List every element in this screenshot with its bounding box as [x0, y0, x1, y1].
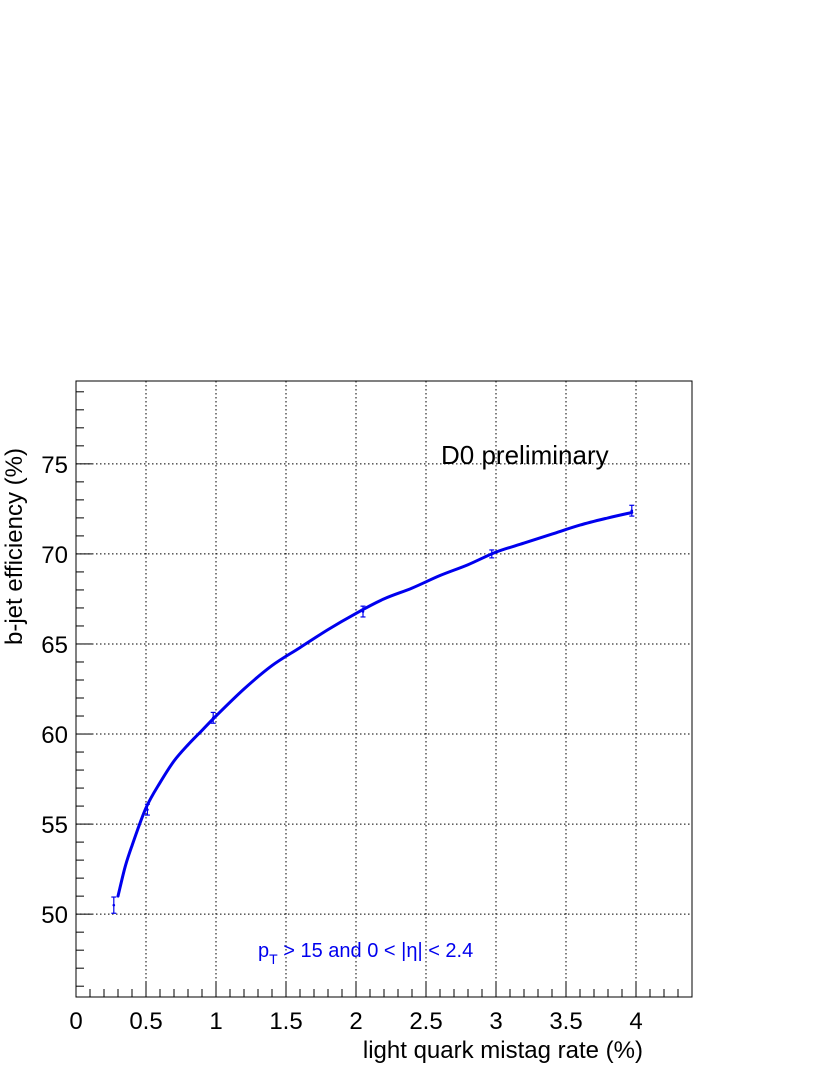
y-tick-label: 65 — [41, 632, 68, 659]
grid — [76, 381, 692, 997]
annotation-d0-preliminary: D0 preliminary — [441, 440, 609, 470]
data-marker — [361, 610, 365, 613]
cut-label: pT > 15 and 0 < |η| < 2.4 — [258, 940, 473, 967]
y-tick-labels: 50 55 60 65 70 75 — [41, 452, 68, 929]
data-point — [111, 896, 117, 914]
data-marker — [630, 509, 634, 512]
cut-label-p: p — [258, 940, 269, 962]
x-tick-label: 2 — [349, 1008, 362, 1035]
x-tick-label: 3.5 — [549, 1008, 582, 1035]
x-tick-label: 2.5 — [409, 1008, 442, 1035]
y-tick-label: 60 — [41, 722, 68, 749]
plot-frame — [75, 380, 693, 998]
y-tick-label: 50 — [41, 902, 68, 929]
x-tick-labels: 0 0.5 1 1.5 2 2.5 3 3.5 4 — [69, 1008, 642, 1035]
y-axis-title: b-jet efficiency (%) — [1, 448, 28, 645]
data-marker — [490, 552, 494, 556]
x-tick-label: 1.5 — [269, 1008, 302, 1035]
data-marker — [146, 808, 149, 811]
data-point — [144, 803, 150, 816]
x-tick-label: 4 — [629, 1008, 642, 1035]
x-tick-label: 1 — [209, 1008, 222, 1035]
y-tick-label: 55 — [41, 812, 68, 839]
data-point — [489, 549, 495, 559]
data-marker — [112, 903, 116, 907]
series-layer — [111, 504, 635, 914]
x-axis-title: light quark mistag rate (%) — [363, 1037, 643, 1064]
fit-curve — [116, 511, 634, 898]
data-point — [210, 711, 216, 724]
x-tick-label: 3 — [489, 1008, 502, 1035]
data-point — [360, 605, 366, 618]
y-tick-label: 70 — [41, 542, 68, 569]
x-tick-label: 0 — [69, 1008, 82, 1035]
cut-label-rest: > 15 and 0 < |η| < 2.4 — [278, 940, 474, 962]
x-tick-label: 0.5 — [129, 1008, 162, 1035]
cut-label-subscript: T — [269, 951, 278, 967]
y-tick-label: 75 — [41, 452, 68, 479]
data-point — [629, 504, 635, 517]
data-marker — [211, 716, 215, 720]
